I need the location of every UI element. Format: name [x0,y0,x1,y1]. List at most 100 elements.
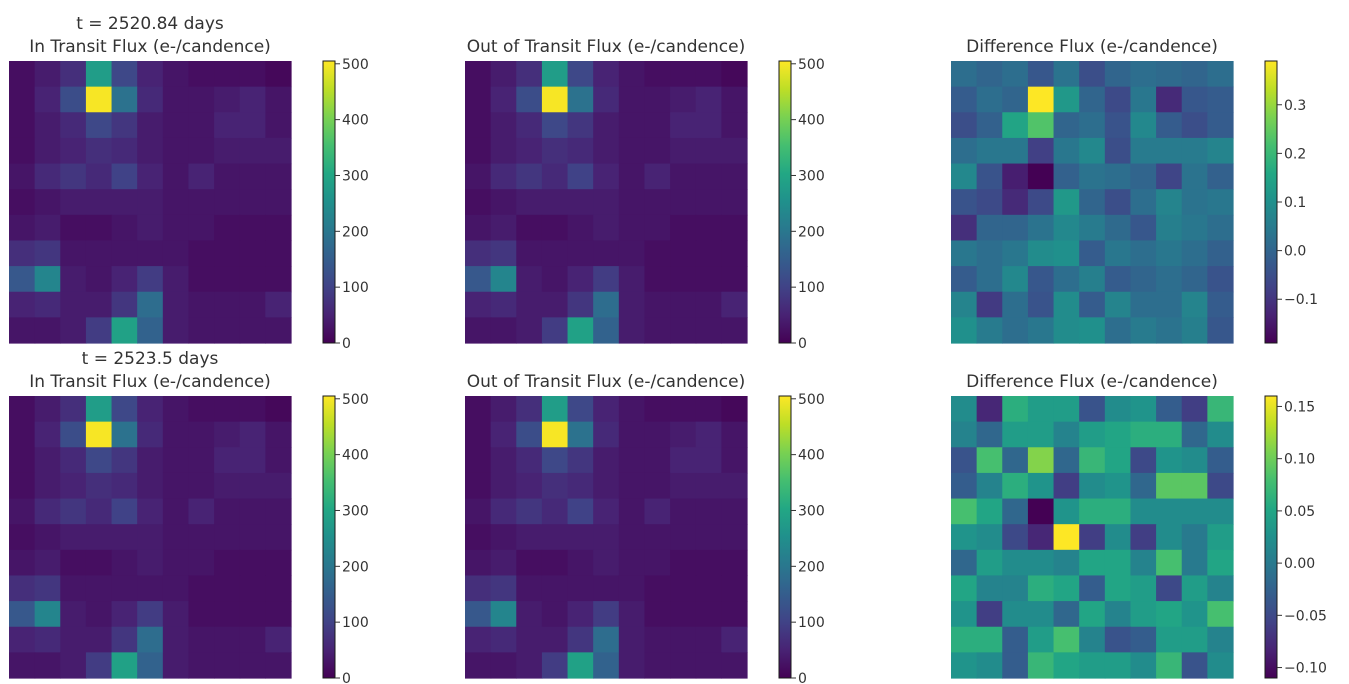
heatmap-cell [516,549,543,577]
heatmap-cell [162,240,190,267]
colorbar [778,395,792,679]
heatmap-cell [1002,421,1029,448]
heatmap-cell [188,214,215,242]
heatmap-cell [1181,163,1208,190]
heatmap-cell [976,137,1003,165]
heatmap-cell [1207,86,1234,113]
heatmap-cell [188,549,215,577]
heatmap-cell [1053,214,1080,242]
heatmap-cell [1002,498,1029,525]
heatmap-cell [1002,163,1029,190]
heatmap-cell [951,447,978,474]
heatmap-cell [490,266,517,293]
heatmap-cell [618,549,646,577]
heatmap-cell [1027,601,1055,628]
heatmap-cell [670,266,697,293]
heatmap-cell [1079,214,1106,242]
heatmap-cell [34,601,61,628]
heatmap-cell [1104,317,1132,344]
heatmap-cell [111,524,138,551]
heatmap-cell [1104,86,1132,113]
heatmap-cell [60,189,87,216]
heatmap-cell [1207,189,1234,216]
heatmap-cell [111,626,138,653]
heatmap-cell [9,421,36,448]
heatmap-cell [137,137,164,165]
heatmap-cell [593,575,620,602]
heatmap-cell [670,61,697,88]
heatmap-cell [188,317,215,344]
colorbar-tick-label: 0 [798,336,807,352]
heatmap-cell [516,137,543,165]
heatmap-cell [1079,421,1106,448]
heatmap-cell [1027,652,1055,679]
heatmap-cell [188,626,215,653]
heatmap-cell [1002,549,1029,577]
heatmap-cell [1104,189,1132,216]
heatmap-cell [541,137,569,165]
heatmap-cell [618,86,646,113]
heatmap-cell [239,61,266,88]
heatmap-cell [618,575,646,602]
heatmap-panel: In Transit Flux (e-/candence) t = 2523.5 … [9,349,369,684]
heatmap-cell [976,61,1003,88]
heatmap-cell [976,601,1003,628]
heatmap-cell [490,240,517,267]
heatmap-cell [60,317,87,344]
heatmap-cell [188,447,215,474]
heatmap-cell [618,61,646,88]
heatmap-cell [265,524,292,551]
heatmap-cell [85,163,113,190]
heatmap-cell [976,214,1003,242]
heatmap-cell [593,524,620,551]
heatmap-cell [721,61,748,88]
heatmap-cell [9,240,36,267]
heatmap-cell [9,575,36,602]
heatmap-cell [188,652,215,679]
heatmap-cell [1002,86,1029,113]
heatmap-cell [721,214,748,242]
heatmap-cell [541,291,569,318]
heatmap-cell [1181,498,1208,525]
heatmap-cell [695,317,722,344]
heatmap-cell [618,498,646,525]
heatmap-cell [1079,549,1106,577]
heatmap-cell [721,266,748,293]
heatmap-cell [188,86,215,113]
heatmap-cell [1207,317,1234,344]
heatmap-cell [1053,549,1080,577]
heatmap-cell [1156,524,1183,551]
heatmap-cell [265,137,292,165]
heatmap-cell [60,112,87,139]
heatmap-cell [567,163,594,190]
heatmap-cell [1207,498,1234,525]
heatmap-cell [721,421,748,448]
heatmap-cell [1156,214,1183,242]
heatmap-cell [1156,317,1183,344]
heatmap-cell [951,112,978,139]
heatmap-cell [465,112,492,139]
heatmap-cell [111,266,138,293]
heatmap-cell [162,472,190,500]
heatmap-cell [644,421,671,448]
heatmap-cell [34,652,61,679]
heatmap-cell [239,396,266,423]
heatmap-cell [721,601,748,628]
heatmap-cell [516,163,543,190]
heatmap-cell [670,652,697,679]
heatmap-cell [34,498,61,525]
heatmap-cell [644,291,671,318]
heatmap-cell [1181,524,1208,551]
heatmap-cell [721,447,748,474]
heatmap-cell [1207,447,1234,474]
colorbar-tick-label: 400 [342,448,369,464]
heatmap-cell [265,317,292,344]
heatmap-cell [593,472,620,500]
heatmap-cell [1181,61,1208,88]
heatmap-cell [34,189,61,216]
heatmap-cell [644,86,671,113]
heatmap-cell [239,86,266,113]
heatmap-cell [1027,61,1055,88]
heatmap-cell [644,575,671,602]
heatmap-cell [265,447,292,474]
